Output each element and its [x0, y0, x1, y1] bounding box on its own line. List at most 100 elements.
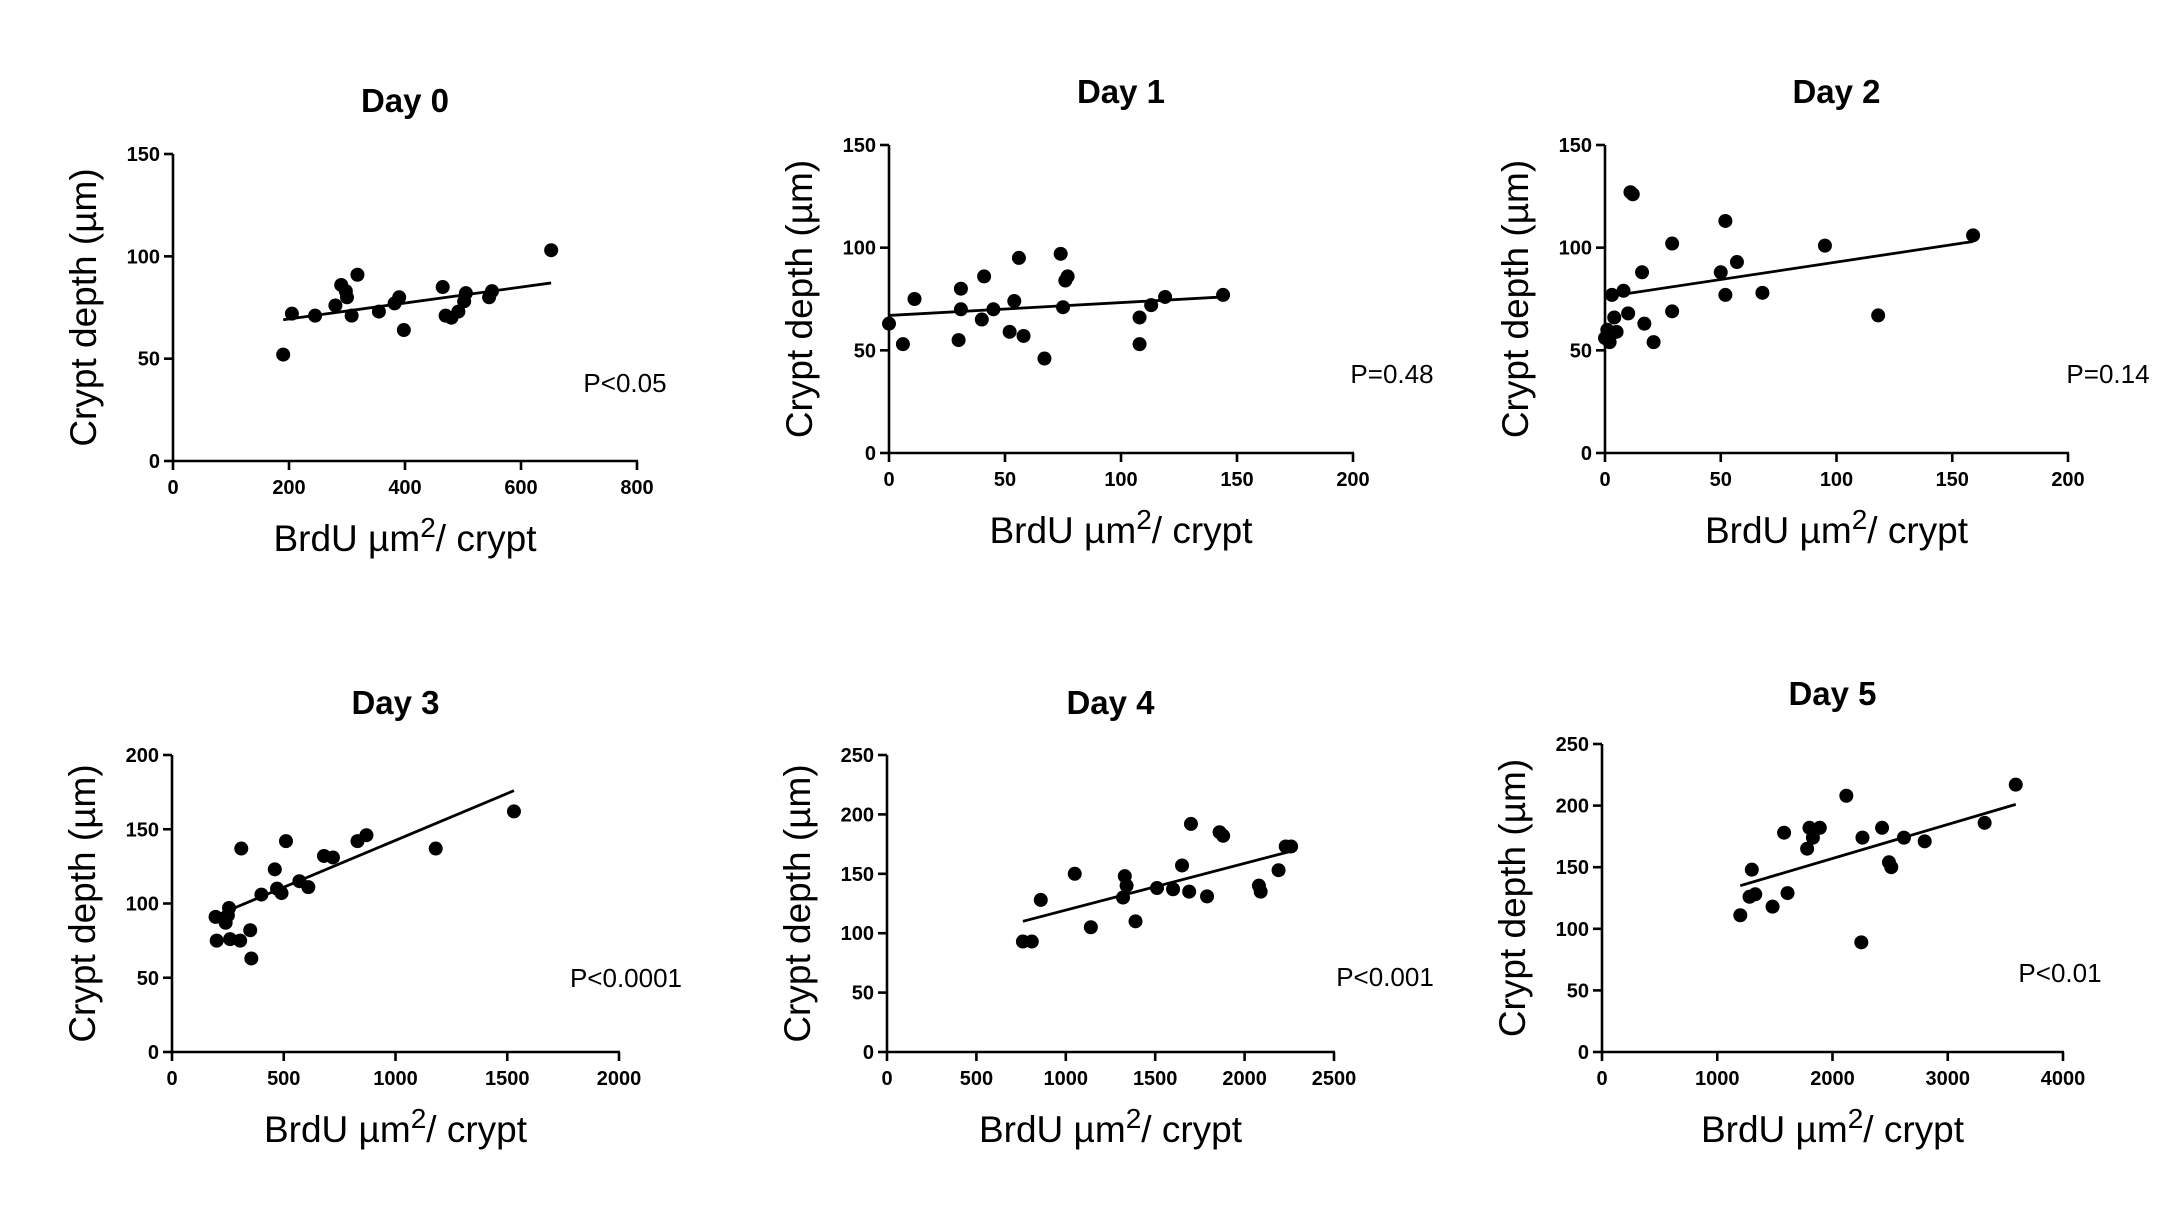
data-point [458, 286, 473, 301]
data-point [1665, 304, 1680, 319]
x-tick-label: 1000 [1695, 1068, 1740, 1090]
p-value-annotation: P=0.14 [2066, 359, 2149, 389]
p-value-annotation: P<0.01 [2018, 958, 2101, 988]
x-tick-label: 100 [1820, 469, 1853, 491]
data-point [1116, 890, 1131, 905]
data-point [1729, 255, 1744, 270]
data-point [506, 804, 521, 819]
data-point [254, 887, 269, 902]
data-point [221, 900, 236, 915]
data-point [1896, 830, 1911, 845]
p-value-annotation: P=0.48 [1350, 359, 1433, 389]
data-point [325, 850, 340, 865]
data-point [1056, 300, 1070, 315]
x-tick-label: 1000 [373, 1068, 418, 1090]
data-point [1646, 335, 1661, 350]
chart-panel-4: Day 4 0 500 1000 1500 2000 2500 0 50 100 150 200 250… [777, 684, 1434, 1150]
data-point [1271, 863, 1286, 878]
x-tick-label: 2500 [1312, 1068, 1357, 1090]
data-point [435, 280, 450, 295]
data-point [1977, 815, 1992, 830]
x-axis-label-main: BrdU µm [273, 518, 420, 559]
data-point [1083, 920, 1098, 935]
x-axis-label-suffix: / crypt [1152, 510, 1253, 551]
y-axis-label: Crypt depth (µm) [62, 764, 103, 1042]
y-axis-label: Crypt depth (µm) [1495, 160, 1536, 438]
data-point [1718, 213, 1733, 228]
chart-title: Day 2 [1792, 73, 1880, 110]
y-tick-label: 250 [1556, 734, 1589, 756]
data-point [234, 841, 249, 856]
y-tick-label: 150 [1559, 135, 1592, 157]
x-axis-label: BrdU µm2/ crypt [273, 512, 537, 559]
chart-panel-0: Day 0 0 200 400 600 800 0 50 100 150 Crypt depth (… [63, 82, 667, 559]
x-tick-label: 200 [1336, 469, 1369, 491]
data-point [485, 284, 499, 299]
data-point [328, 298, 343, 313]
y-axis-label: Crypt depth (µm) [1492, 759, 1533, 1037]
regression-line [283, 281, 552, 322]
data-point [1713, 265, 1728, 280]
data-point [1607, 310, 1622, 325]
data-point [301, 880, 316, 895]
data-point [1175, 858, 1190, 873]
chart-title: Day 5 [1788, 675, 1876, 712]
y-tick-label: 50 [852, 983, 874, 1005]
data-point [1200, 889, 1215, 904]
y-axis-label: Crypt depth (µm) [63, 168, 104, 446]
data-point [1871, 308, 1886, 323]
data-point [243, 923, 258, 938]
x-axis-label-suffix: / crypt [1867, 510, 1968, 551]
data-point [1132, 337, 1147, 352]
data-point [1016, 328, 1031, 343]
x-tick-label: 400 [388, 477, 421, 499]
y-tick-label: 200 [1556, 796, 1589, 818]
regression-line [1739, 803, 2017, 888]
x-axis-label-main: BrdU µm [264, 1109, 411, 1150]
x-axis-label: BrdU µm2/ crypt [264, 1103, 528, 1150]
data-point [1748, 887, 1763, 902]
x-tick-label: 2000 [1222, 1068, 1267, 1090]
x-axis-label-suffix: / crypt [436, 518, 537, 559]
x-tick-label: 0 [883, 469, 894, 491]
data-point [1665, 236, 1680, 251]
p-value-annotation: P<0.05 [583, 368, 666, 398]
x-tick-label: 0 [1596, 1068, 1607, 1090]
data-point [244, 951, 259, 966]
x-axis-label-main: BrdU µm [1701, 1109, 1848, 1150]
x-tick-label: 1000 [1044, 1068, 1089, 1090]
y-tick-label: 150 [127, 144, 160, 166]
x-tick-label: 500 [960, 1068, 993, 1090]
x-tick-label: 0 [881, 1068, 892, 1090]
data-point [1067, 866, 1082, 881]
data-point [1812, 820, 1827, 835]
x-axis-label-superscript: 2 [1852, 504, 1868, 535]
data-point [544, 243, 559, 258]
x-axis-label: BrdU µm2/ crypt [1705, 504, 1969, 551]
y-tick-label: 200 [126, 745, 159, 767]
data-point [278, 834, 293, 849]
y-tick-label: 150 [843, 135, 876, 157]
data-point [1817, 238, 1832, 253]
data-point [209, 933, 224, 948]
data-point [1839, 788, 1854, 803]
x-tick-label: 800 [620, 477, 653, 499]
chart-panel-5: Day 5 0 1000 2000 3000 4000 0 50 100 150 200 250 Cry… [1492, 675, 2102, 1150]
y-tick-label: 150 [126, 819, 159, 841]
x-axis-label-superscript: 2 [1136, 504, 1152, 535]
data-point [1604, 287, 1619, 302]
data-point [1602, 335, 1617, 350]
x-axis-label-superscript: 2 [420, 512, 436, 543]
x-tick-label: 2000 [597, 1068, 642, 1090]
data-point [350, 267, 365, 282]
x-tick-label: 200 [2051, 469, 2084, 491]
x-tick-label: 0 [1599, 469, 1610, 491]
data-point [953, 281, 968, 296]
y-tick-label: 100 [843, 238, 876, 260]
y-tick-label: 0 [148, 1042, 159, 1064]
y-tick-label: 150 [1556, 857, 1589, 879]
chart-title: Day 0 [361, 82, 449, 119]
data-point [1060, 269, 1075, 284]
data-point [1805, 830, 1820, 845]
